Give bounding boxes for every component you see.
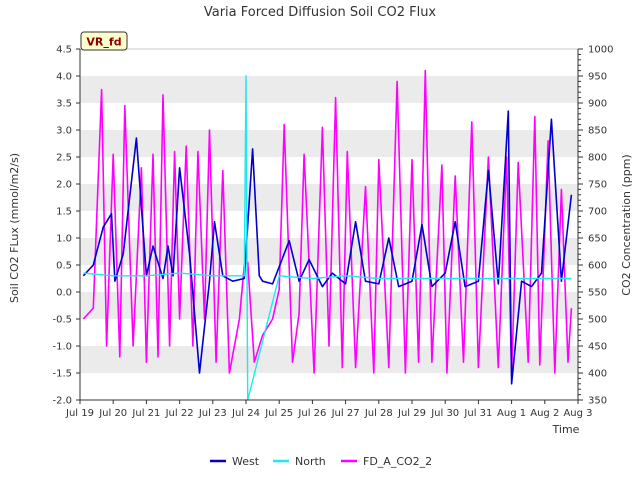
- y-tick-label: -1.5: [52, 369, 72, 380]
- dataset-badge-label: VR_fd: [86, 36, 121, 49]
- x-tick-label: Jul 30: [430, 408, 459, 419]
- y-tick-label: 4.0: [56, 72, 72, 83]
- y-axis-right: 350 400 450 500 550 600 650 700 750 800 850 900 950 1…: [577, 45, 613, 407]
- x-tick-label: Jul 21: [131, 408, 160, 419]
- x-tick-label: Jul 28: [364, 408, 393, 419]
- y2-tick-label: 700: [588, 207, 607, 218]
- chart-title: Varia Forced Diffusion Soil CO2 Flux: [204, 5, 437, 20]
- grid-band: [80, 184, 578, 211]
- x-axis-label: Time: [552, 423, 580, 436]
- x-tick-label: Aug 3: [563, 408, 592, 419]
- grid-band: [80, 292, 578, 319]
- y2-tick-label: 500: [588, 315, 607, 326]
- x-tick-label: Jul 25: [264, 408, 293, 419]
- x-tick-label: Jul 23: [198, 408, 227, 419]
- x-tick-label: Jul 24: [231, 408, 260, 419]
- legend: West North FD_A_CO2_2: [210, 455, 432, 468]
- y-tick-label: -2.0: [52, 396, 72, 407]
- grid-band: [80, 130, 578, 157]
- y-tick-label: 3.0: [56, 126, 72, 137]
- y2-tick-label: 400: [588, 369, 607, 380]
- x-axis: Jul 19 Jul 20 Jul 21 Jul 22 Jul 23 Jul 24 Jul …: [65, 399, 593, 419]
- x-tick-label: Aug 1: [497, 408, 526, 419]
- y-tick-label: 1.5: [56, 207, 72, 218]
- y2-axis-label: CO2 Concentration (ppm): [620, 154, 633, 295]
- y-tick-label: 2.5: [56, 153, 72, 164]
- y-axis-left: -2.0 -1.5 -1.0 -0.5 0.0 0.5 1.0 1.5 2.0 2.5 3.0 3.5…: [52, 45, 81, 407]
- x-tick-label: Jul 29: [397, 408, 426, 419]
- x-tick-label: Jul 20: [98, 408, 127, 419]
- dataset-badge: VR_fd: [80, 31, 128, 51]
- x-tick-label: Jul 19: [65, 408, 94, 419]
- grid-band: [80, 346, 578, 373]
- series-layer: [82, 69, 573, 401]
- y2-tick-label: 900: [588, 99, 607, 110]
- y2-tick-label: 650: [588, 234, 607, 245]
- series-line-north: [83, 75, 572, 401]
- x-tick-label: Jul 22: [165, 408, 194, 419]
- y-tick-label: 0.5: [56, 261, 72, 272]
- y2-tick-label: 550: [588, 288, 607, 299]
- legend-label: West: [232, 455, 260, 468]
- x-tick-label: Jul 31: [463, 408, 492, 419]
- y-tick-label: 4.5: [56, 45, 72, 56]
- y2-tick-label: 850: [588, 126, 607, 137]
- y-tick-label: -0.5: [52, 315, 72, 326]
- y2-tick-label: 1000: [588, 45, 613, 56]
- y-tick-label: -1.0: [52, 342, 72, 353]
- y2-tick-label: 800: [588, 153, 607, 164]
- y-axis-label: Soil CO2 FLux (mmol/m2/s): [8, 153, 21, 303]
- dataset-badge-box: [80, 31, 128, 51]
- y2-tick-label: 450: [588, 342, 607, 353]
- y-tick-label: 1.0: [56, 234, 72, 245]
- x-tick-label: Jul 26: [297, 408, 326, 419]
- series-line-west: [82, 110, 573, 385]
- grid-band: [80, 76, 578, 103]
- y2-tick-label: 950: [588, 72, 607, 83]
- y2-tick-label: 600: [588, 261, 607, 272]
- y2-tick-label: 350: [588, 396, 607, 407]
- y-tick-label: 3.5: [56, 99, 72, 110]
- y2-tick-label: 750: [588, 180, 607, 191]
- x-tick-label: Aug 2: [530, 408, 559, 419]
- series-line-fd-a-co2-2: [82, 69, 573, 377]
- x-tick-label: Jul 27: [331, 408, 360, 419]
- y-tick-label: 0.0: [56, 288, 72, 299]
- legend-label: North: [295, 455, 326, 468]
- y-tick-label: 2.0: [56, 180, 72, 191]
- legend-label: FD_A_CO2_2: [363, 455, 432, 468]
